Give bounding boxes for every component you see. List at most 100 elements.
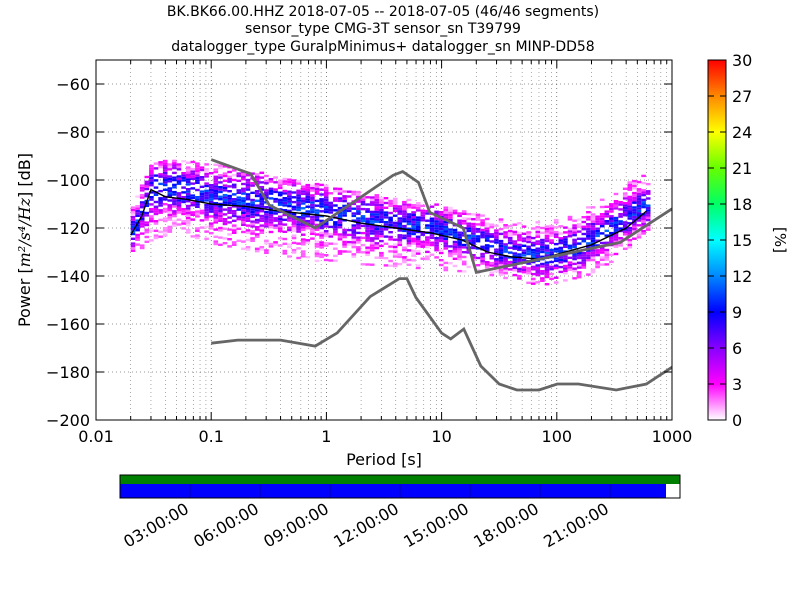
heatmap-cell — [563, 269, 568, 272]
heatmap-cell — [627, 241, 633, 244]
heatmap-cell — [383, 235, 389, 238]
heatmap-cell — [567, 244, 573, 247]
heatmap-cell — [645, 226, 651, 229]
heatmap-cell — [494, 258, 499, 261]
heatmap-cell — [300, 207, 306, 210]
heatmap-cell — [356, 226, 361, 230]
heatmap-cell — [259, 171, 265, 174]
heatmap-cell — [158, 175, 163, 178]
heatmap-cell — [507, 234, 513, 237]
heatmap-cell — [480, 221, 485, 224]
heatmap-cell — [213, 163, 219, 166]
heatmap-cell — [595, 261, 600, 264]
heatmap-cell — [153, 179, 159, 182]
heatmap-cell — [443, 211, 449, 214]
heatmap-cell — [333, 209, 338, 212]
heatmap-cell — [590, 218, 596, 221]
heatmap-cell — [572, 243, 577, 246]
heatmap-cell — [411, 230, 416, 233]
heatmap-cell — [609, 241, 614, 244]
heatmap-cell — [549, 234, 554, 237]
heatmap-cell — [425, 257, 430, 261]
colorbar-tick-label: 0 — [732, 411, 742, 430]
heatmap-cell — [627, 205, 633, 208]
heatmap-cell — [310, 199, 315, 202]
heatmap-cell — [526, 281, 531, 284]
heatmap-cell — [535, 240, 541, 243]
heatmap-cell — [622, 228, 628, 231]
heatmap-cell — [544, 254, 550, 257]
heatmap-cell — [185, 224, 191, 227]
heatmap-cell — [287, 197, 292, 201]
heatmap-cell — [319, 236, 324, 239]
heatmap-cell — [195, 205, 200, 208]
heatmap-cell — [130, 247, 136, 250]
heatmap-cell — [374, 210, 380, 214]
heatmap-cell — [176, 199, 182, 202]
heatmap-cell — [282, 249, 288, 253]
heatmap-cell — [443, 223, 449, 226]
heatmap-cell — [167, 194, 173, 197]
heatmap-cell — [512, 252, 518, 255]
heatmap-cell — [190, 235, 196, 238]
heatmap-cell — [139, 218, 145, 221]
heatmap-cell — [383, 221, 389, 224]
heatmap-cell — [572, 238, 577, 242]
heatmap-cell — [241, 190, 246, 193]
heatmap-cell — [641, 232, 646, 235]
heatmap-cell — [333, 223, 338, 226]
heatmap-cell — [434, 210, 439, 213]
heatmap-cell — [645, 216, 651, 219]
heatmap-cell — [254, 221, 260, 224]
heatmap-cell — [185, 231, 191, 234]
heatmap-cell — [475, 264, 481, 267]
heatmap-cell — [208, 232, 214, 235]
heatmap-cell — [383, 264, 389, 267]
heatmap-cell — [457, 248, 462, 251]
y-axis-label: Power [m²/s⁴/Hz] [dB] — [15, 153, 34, 327]
heatmap-cell — [130, 206, 136, 209]
heatmap-cell — [613, 238, 619, 241]
heatmap-cell — [434, 225, 439, 228]
heatmap-cell — [443, 247, 449, 250]
heatmap-cell — [609, 219, 614, 223]
heatmap-cell — [388, 223, 393, 227]
heatmap-cell — [310, 215, 315, 219]
heatmap-cell — [397, 236, 403, 239]
heatmap-cell — [599, 258, 605, 261]
heatmap-cell — [139, 206, 145, 209]
heatmap-cell — [521, 225, 527, 228]
heatmap-cell — [222, 184, 228, 187]
heatmap-cell — [268, 178, 274, 181]
heatmap-cell — [443, 261, 449, 265]
heatmap-cell — [158, 189, 163, 193]
heatmap-cell — [369, 249, 375, 252]
heatmap-cell — [149, 169, 154, 172]
heatmap-cell — [604, 253, 610, 256]
heatmap-cell — [208, 215, 214, 218]
heatmap-cell — [305, 195, 311, 199]
heatmap-cell — [549, 253, 554, 256]
heatmap-cell — [498, 218, 504, 221]
heatmap-cell — [489, 273, 495, 277]
y-tick-label: −100 — [46, 171, 90, 190]
heatmap-cell — [530, 268, 536, 271]
heatmap-cell — [590, 256, 596, 259]
heatmap-cell — [590, 230, 596, 233]
heatmap-cell — [434, 227, 439, 230]
heatmap-cell — [323, 244, 329, 247]
heatmap-cell — [323, 242, 329, 245]
heatmap-cell — [139, 225, 145, 228]
heatmap-cell — [379, 199, 384, 202]
heatmap-cell — [392, 204, 398, 208]
heatmap-cell — [622, 192, 628, 195]
heatmap-cell — [563, 243, 568, 246]
y-axis-label-prefix: Power [ — [15, 267, 34, 327]
heatmap-cell — [590, 239, 596, 243]
heatmap-cell — [268, 211, 274, 214]
heatmap-cell — [443, 232, 449, 236]
heatmap-cell — [365, 210, 370, 213]
heatmap-cell — [581, 252, 587, 255]
heatmap-cell — [268, 226, 274, 229]
colorbar-tick-label: 6 — [732, 339, 742, 358]
